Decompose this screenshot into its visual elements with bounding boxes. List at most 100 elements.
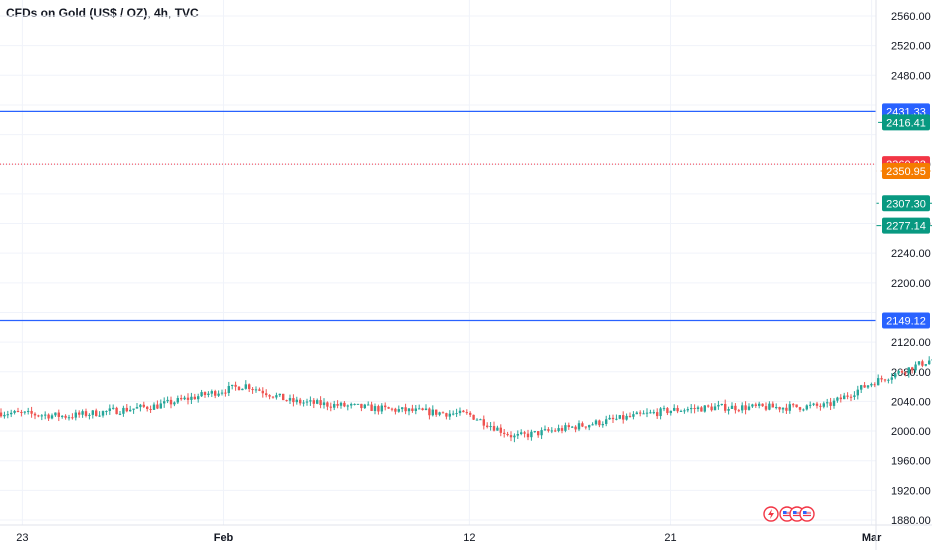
time-tick-label: Feb: [214, 532, 234, 544]
event-icons: [763, 506, 815, 522]
price-tag-support-low: [882, 217, 930, 234]
candle-down: [156, 400, 159, 410]
candle-down: [764, 402, 768, 412]
candle-body: [724, 403, 727, 411]
candle-body: [169, 399, 173, 405]
candle-up: [108, 404, 111, 415]
levels: 2431.332416.412360.222350.952307.302277.…: [0, 103, 932, 329]
flag-body: [793, 511, 801, 517]
candle-up: [407, 408, 411, 416]
candle-body: [336, 404, 339, 406]
candle-up: [101, 410, 105, 418]
candle-body: [142, 404, 145, 407]
candle-body: [146, 406, 149, 409]
candle-body: [401, 407, 404, 410]
candle-down: [611, 414, 615, 424]
candle-up: [747, 403, 751, 411]
candle-down: [285, 399, 288, 402]
candle-up: [594, 419, 598, 426]
candle-body: [159, 403, 162, 409]
candle-body: [591, 424, 594, 426]
candle-body: [727, 408, 730, 411]
candle-body: [710, 406, 713, 411]
candle-body: [203, 392, 207, 395]
candle-body: [200, 392, 203, 397]
candle-down: [509, 431, 513, 442]
candle-down: [472, 414, 475, 421]
candle-up: [645, 408, 649, 418]
candle-body: [533, 431, 536, 433]
candle-down: [710, 403, 713, 412]
candle-down: [387, 406, 390, 409]
candle-body: [574, 426, 577, 430]
candle-down: [445, 412, 448, 420]
candle-body: [316, 400, 319, 404]
candle-body: [832, 400, 836, 406]
candle-down: [234, 381, 237, 391]
candle-body: [363, 404, 366, 409]
candle-body: [88, 414, 91, 416]
candle-up: [288, 394, 292, 405]
candle-up: [479, 418, 482, 421]
candle-body: [656, 412, 659, 417]
candle-up: [520, 429, 523, 436]
candle-up: [805, 404, 808, 411]
candle-up: [74, 409, 77, 421]
candle-body: [547, 429, 550, 431]
candle-body: [904, 372, 907, 374]
candle-down: [622, 411, 625, 424]
candle-down: [676, 405, 679, 414]
candle-body: [741, 405, 744, 411]
candle-body: [458, 410, 462, 414]
candle-body: [890, 377, 893, 380]
candle-up: [122, 405, 125, 417]
candle-down: [142, 401, 145, 409]
candle-body: [860, 385, 863, 390]
candle-down: [666, 407, 669, 416]
candle-body: [618, 415, 621, 419]
candle-up: [448, 410, 451, 420]
candle-body: [849, 396, 853, 398]
candle-up: [135, 403, 139, 409]
candle-up: [23, 411, 26, 415]
candle-body: [91, 410, 94, 415]
candle-body: [584, 426, 587, 428]
candle-up: [452, 410, 455, 416]
candle-body: [540, 430, 543, 436]
title-separator: ,: [147, 6, 154, 20]
candle-down: [554, 428, 557, 433]
candle-up: [758, 401, 761, 409]
candle-down: [880, 375, 883, 383]
candle-down: [492, 421, 496, 432]
candle-body: [543, 429, 547, 431]
candle-body: [550, 430, 553, 432]
candle-body: [397, 409, 400, 412]
candle-up: [295, 396, 298, 405]
candle-body: [839, 397, 842, 400]
candle-down: [465, 409, 468, 415]
candle-body: [152, 404, 156, 410]
candle-up: [367, 401, 370, 406]
candle-up: [571, 425, 574, 428]
candle-body: [135, 407, 139, 409]
candle-up: [431, 405, 434, 417]
price-tick-label: 2520.00: [891, 41, 931, 53]
candle-down: [370, 401, 373, 412]
candle-body: [74, 412, 77, 418]
candle-body: [384, 405, 387, 408]
candle-up: [67, 414, 71, 421]
candle-down: [829, 397, 832, 411]
candle-body: [928, 360, 931, 365]
candle-up: [601, 421, 604, 428]
candle-down: [343, 401, 346, 408]
candle-body: [581, 423, 584, 427]
candle-body: [734, 405, 737, 411]
candle-body: [271, 396, 275, 398]
candle-up: [540, 427, 543, 440]
candle-down: [560, 425, 564, 434]
candle-down: [499, 424, 502, 437]
candle-body: [652, 412, 655, 414]
candle-down: [193, 393, 196, 400]
candle-body: [380, 405, 383, 412]
